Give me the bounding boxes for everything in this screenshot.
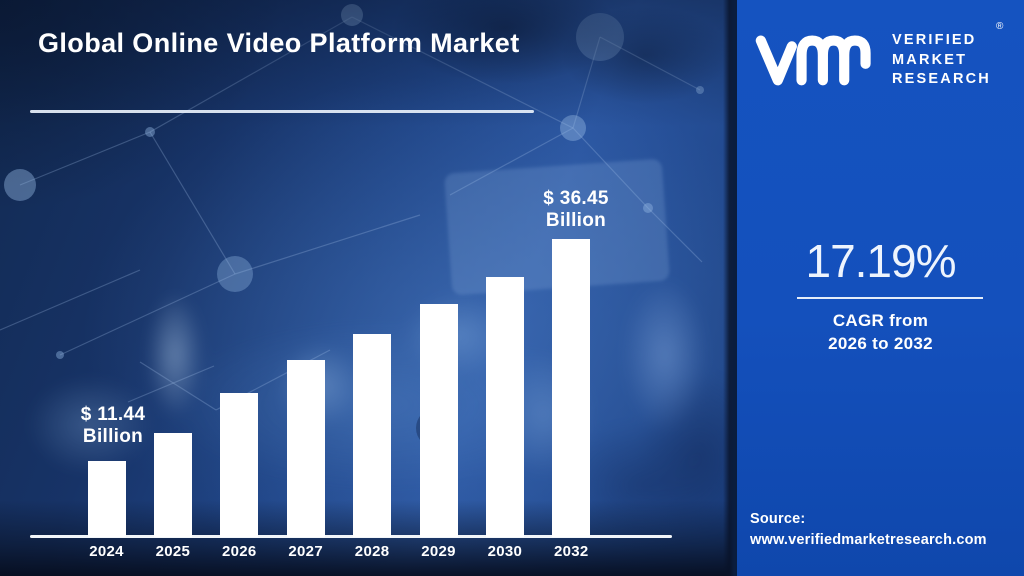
brand-name: VERIFIED MARKET RESEARCH — [892, 31, 991, 90]
bar-2024 — [87, 461, 126, 537]
cagr-caption: CAGR from 2026 to 2032 — [737, 309, 1024, 355]
x-tick-2024: 2024 — [89, 543, 124, 560]
x-tick-2028: 2028 — [354, 543, 390, 560]
x-tick-2027: 2027 — [288, 543, 323, 560]
annotation-value: $ 36.45 — [543, 188, 609, 209]
bar-2025 — [153, 433, 192, 537]
panel-divider-shadow — [723, 0, 737, 576]
annotation-value: $ 11.44 — [80, 404, 146, 425]
source-label: Source: — [750, 511, 806, 527]
stat-divider-line — [797, 297, 983, 299]
cagr-caption-line-2: 2026 to 2032 — [828, 334, 933, 353]
x-tick-2029: 2029 — [421, 543, 456, 560]
x-tick-2030: 2030 — [487, 543, 523, 560]
chart-section: Global Online Video Platform Market 2024… — [0, 0, 737, 576]
bar-2028 — [353, 334, 392, 537]
annotation-unit: Billion — [545, 210, 607, 231]
brand-panel: VERIFIED MARKET RESEARCH ® 17.19% CAGR f… — [737, 0, 1024, 576]
x-tick-2025: 2025 — [155, 543, 191, 560]
annotation-first-bar: $ 11.44 Billion — [76, 404, 150, 448]
bar-2032 — [552, 239, 591, 537]
bar-2027 — [286, 360, 325, 537]
bar-2030 — [485, 277, 524, 537]
brand-line-3: RESEARCH — [892, 71, 991, 87]
source-block: Source: www.verifiedmarketresearch.com — [750, 509, 987, 551]
brand-line-1: VERIFIED — [892, 32, 977, 48]
logo-block — [755, 26, 883, 90]
x-tick-2032: 2032 — [554, 543, 589, 560]
registered-trademark-icon: ® — [996, 21, 1004, 32]
cagr-value: 17.19% — [805, 235, 956, 287]
annotation-unit: Billion — [82, 426, 144, 447]
x-tick-2026: 2026 — [222, 543, 257, 560]
bar-2029 — [419, 304, 458, 537]
title-underline — [30, 110, 534, 113]
page-title: Global Online Video Platform Market — [38, 28, 520, 58]
source-url: www.verifiedmarketresearch.com — [750, 532, 987, 548]
cagr-caption-line-1: CAGR from — [832, 311, 929, 330]
brand-line-2: MARKET — [892, 51, 968, 68]
annotation-last-bar: $ 36.45 Billion — [539, 188, 613, 232]
vmr-logo-icon — [755, 35, 871, 86]
bar-2026 — [220, 393, 259, 537]
